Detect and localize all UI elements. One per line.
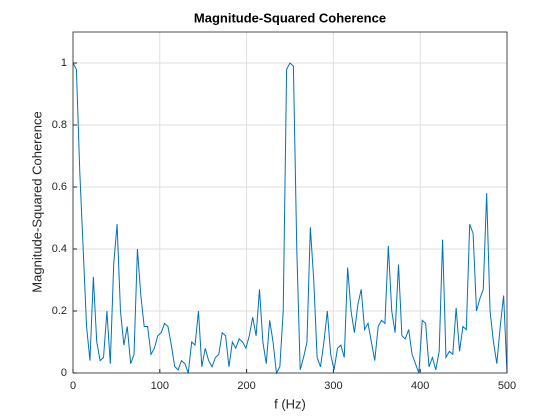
y-tick-label: 0.6 <box>52 181 67 193</box>
axes-box <box>72 31 508 374</box>
y-tick-label: 0.2 <box>52 305 67 317</box>
x-axis-label: f (Hz) <box>274 396 306 411</box>
chart-title: Magnitude-Squared Coherence <box>194 10 386 25</box>
plot-area <box>73 32 507 373</box>
x-tick-label: 200 <box>237 380 255 392</box>
data-line <box>72 62 508 375</box>
y-tick-label: 0.4 <box>52 243 67 255</box>
x-tick-label: 0 <box>70 380 76 392</box>
y-tick-label: 1 <box>61 57 67 69</box>
x-tick-label: 400 <box>411 380 429 392</box>
y-axis-label: Magnitude-Squared Coherence <box>29 111 44 292</box>
x-tick-label: 300 <box>324 380 342 392</box>
y-tick-label: 0.8 <box>52 119 67 131</box>
x-tick-label: 500 <box>498 380 516 392</box>
x-tick-label: 100 <box>151 380 169 392</box>
y-tick-label: 0 <box>61 367 67 379</box>
